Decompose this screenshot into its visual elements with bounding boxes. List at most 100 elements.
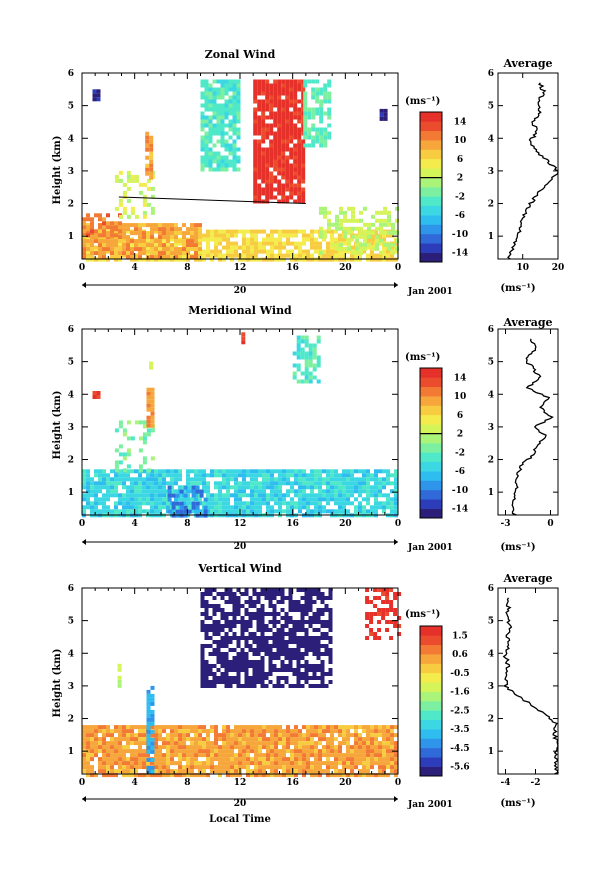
heatmap-cell bbox=[198, 477, 202, 482]
heatmap-cell bbox=[234, 509, 238, 514]
heatmap-cell bbox=[158, 477, 162, 482]
heatmap-cell bbox=[228, 143, 233, 148]
heatmap-cell bbox=[122, 497, 126, 502]
heatmap-cell bbox=[322, 737, 326, 742]
heatmap-cell bbox=[304, 620, 309, 624]
heatmap-cell bbox=[391, 230, 395, 235]
heatmap-cell bbox=[206, 757, 210, 762]
heatmap-cell bbox=[150, 206, 155, 211]
heatmap-cell bbox=[118, 493, 122, 498]
heatmap-cell bbox=[310, 501, 314, 506]
heatmap-cell bbox=[262, 241, 266, 246]
heatmap-cell bbox=[257, 195, 262, 200]
heatmap-cell bbox=[330, 477, 334, 482]
heatmap-cell bbox=[134, 493, 138, 498]
heatmap-cell bbox=[208, 588, 213, 592]
colorbar-bin bbox=[420, 433, 442, 444]
heatmap-cell bbox=[342, 505, 346, 510]
heatmap-cell bbox=[138, 505, 142, 510]
heatmap-cell bbox=[394, 249, 398, 254]
heatmap-cell bbox=[118, 769, 122, 774]
heatmap-cell bbox=[86, 247, 90, 252]
heatmap-cell bbox=[216, 95, 221, 100]
heatmap-cell bbox=[150, 721, 155, 726]
colorbar-bin bbox=[420, 489, 442, 500]
heatmap-cell bbox=[281, 103, 286, 108]
heatmap-cell bbox=[258, 769, 262, 774]
heatmap-cell bbox=[318, 469, 322, 474]
heatmap-cell bbox=[318, 257, 322, 262]
heatmap-cell bbox=[314, 509, 318, 514]
heatmap-cell bbox=[186, 493, 190, 498]
heatmap-cell bbox=[134, 477, 138, 482]
heatmap-cell bbox=[206, 745, 210, 750]
heatmap-cell bbox=[328, 608, 333, 612]
heatmap-cell bbox=[276, 632, 281, 636]
heatmap-cell bbox=[166, 505, 170, 510]
heatmap-cell bbox=[301, 175, 306, 180]
heatmap-cell bbox=[186, 733, 190, 738]
heatmap-cell bbox=[216, 648, 221, 652]
heatmap-cell bbox=[294, 753, 298, 758]
heatmap-cell bbox=[214, 249, 218, 254]
heatmap-cell bbox=[358, 753, 362, 758]
heatmap-cell bbox=[302, 765, 306, 770]
heatmap-cell bbox=[94, 469, 98, 474]
heatmap-cell bbox=[342, 473, 346, 478]
heatmap-cell bbox=[315, 107, 320, 112]
heatmap-cell bbox=[150, 387, 155, 392]
heatmap-cell bbox=[327, 111, 332, 116]
heatmap-cell bbox=[218, 497, 222, 502]
heatmap-cell bbox=[281, 135, 286, 140]
heatmap-cell bbox=[314, 249, 318, 254]
heatmap-cell bbox=[306, 257, 310, 262]
heatmap-cell bbox=[182, 745, 186, 750]
heatmap-cell bbox=[98, 725, 102, 730]
heatmap-cell bbox=[252, 588, 257, 592]
heatmap-cell bbox=[106, 749, 110, 754]
heatmap-cell bbox=[98, 217, 102, 222]
heatmap-cell bbox=[254, 509, 258, 514]
heatmap-cell bbox=[334, 761, 338, 766]
heatmap-cell bbox=[130, 241, 134, 246]
heatmap-cells bbox=[82, 588, 402, 778]
heatmap-cell bbox=[220, 111, 225, 116]
heatmap-cell bbox=[122, 757, 126, 762]
heatmap-cell bbox=[200, 111, 205, 116]
heatmap-cell bbox=[308, 592, 313, 596]
heatmap-cell bbox=[154, 729, 158, 734]
heatmap-cell bbox=[186, 505, 190, 510]
x-tick-label: 20 bbox=[339, 519, 352, 529]
heatmap-cell bbox=[339, 242, 343, 247]
heatmap-cell bbox=[254, 473, 258, 478]
heatmap-cell bbox=[90, 773, 94, 778]
heatmap-cell bbox=[351, 210, 355, 215]
heatmap-cell bbox=[294, 749, 298, 754]
heatmap-cell bbox=[334, 509, 338, 514]
heatmap-cell bbox=[281, 79, 286, 84]
heatmap-cell bbox=[130, 206, 135, 211]
heatmap-cell bbox=[311, 91, 316, 96]
heatmap-cell bbox=[326, 741, 330, 746]
heatmap-cell bbox=[302, 237, 306, 242]
heatmap-cell bbox=[260, 640, 265, 644]
heatmap-cell bbox=[224, 600, 229, 604]
heatmap-cell bbox=[297, 119, 302, 124]
heatmap-cell bbox=[253, 179, 258, 184]
heatmap-cell bbox=[281, 143, 286, 148]
heatmap-cell bbox=[266, 469, 270, 474]
heatmap-cell bbox=[326, 757, 330, 762]
heatmap-cell bbox=[365, 616, 370, 620]
heatmap-cell bbox=[182, 251, 186, 256]
heatmap-cell bbox=[330, 765, 334, 770]
heatmap-cell bbox=[146, 423, 151, 428]
heatmap-cell bbox=[269, 171, 274, 176]
heatmap-cell bbox=[118, 444, 123, 449]
heatmap-cell bbox=[374, 473, 378, 478]
heatmap-cell bbox=[301, 195, 306, 200]
heatmap-cell bbox=[269, 155, 274, 160]
heatmap-cell bbox=[312, 684, 317, 688]
heatmap-cell bbox=[374, 497, 378, 502]
heatmap-cell bbox=[339, 210, 343, 215]
heatmap-cell bbox=[236, 652, 241, 656]
